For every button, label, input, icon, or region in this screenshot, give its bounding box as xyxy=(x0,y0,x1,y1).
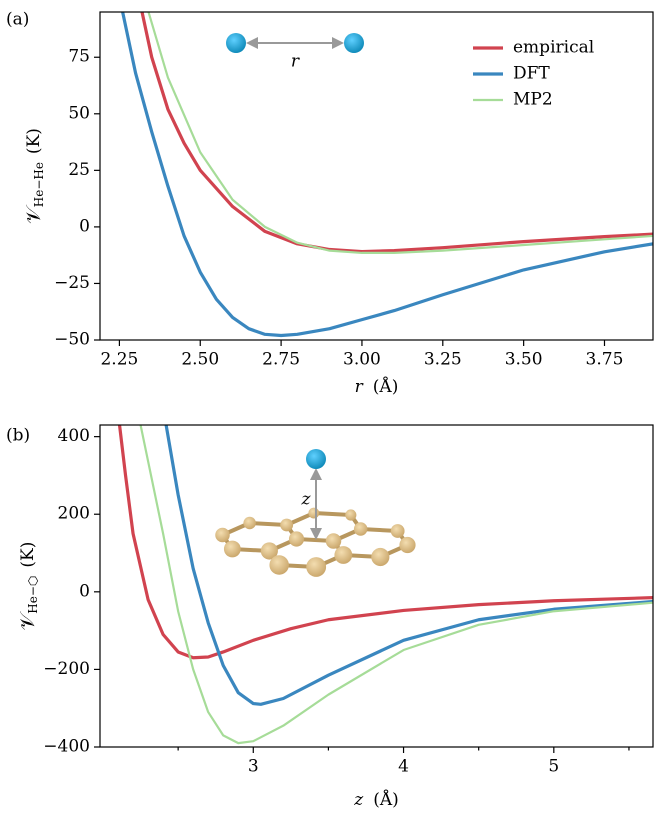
y-axis-label: 𝒱He−He (K) xyxy=(21,128,46,224)
helium-atom xyxy=(226,33,246,53)
y-label-subscript: He−⬡ xyxy=(26,576,40,614)
y-label-unit: (K) xyxy=(24,128,44,154)
x-tick-label: 3.50 xyxy=(505,350,543,370)
carbon-atom xyxy=(371,547,390,567)
x-tick-label: 3.75 xyxy=(586,350,624,370)
carbon-atom xyxy=(345,509,357,521)
carbon-atom xyxy=(353,522,368,536)
x-tick-label: 2.25 xyxy=(100,350,138,370)
carbon-atom xyxy=(390,524,405,538)
y-tick-label: −400 xyxy=(43,737,90,757)
legend-label: empirical xyxy=(513,38,594,58)
carbon-atom xyxy=(269,555,289,575)
y-tick-label: 50 xyxy=(68,103,90,123)
carbon-atom xyxy=(325,533,342,549)
axes-frame xyxy=(99,424,654,748)
panel: (b) 3 4 5 −400 −200 0 200 400 𝒱He−⬡ (K) z (Å) xyxy=(6,424,654,810)
axes-frame xyxy=(99,11,654,341)
series-line xyxy=(117,425,653,660)
carbon-atom xyxy=(399,536,416,554)
y-tick-label: 75 xyxy=(68,47,90,67)
x-label-unit: (Å) xyxy=(373,376,399,397)
x-axis-label: z (Å) xyxy=(353,789,399,810)
y-tick-label: 400 xyxy=(58,426,90,446)
legend-label: MP2 xyxy=(513,90,553,110)
helium-atom xyxy=(306,449,326,469)
carbon-atom xyxy=(223,540,241,558)
panel-label: (a) xyxy=(6,10,29,30)
x-tick-label: 5 xyxy=(548,757,559,777)
helium-atom xyxy=(344,33,364,53)
x-tick-label: 3.00 xyxy=(343,350,381,370)
x-label-unit: (Å) xyxy=(373,789,399,810)
dimer-inset: r xyxy=(226,33,364,72)
carbon-atom xyxy=(243,516,256,530)
carbon-atom xyxy=(280,518,294,532)
carbon-atom xyxy=(306,557,327,577)
carbon-atom xyxy=(260,542,278,560)
series-line xyxy=(121,12,653,338)
y-tick-label: −25 xyxy=(54,273,90,293)
y-tick-label: 200 xyxy=(58,504,90,524)
y-label-unit: (K) xyxy=(18,542,38,568)
panel-label: (b) xyxy=(6,426,30,446)
x-label-symbol: r xyxy=(355,377,364,397)
series-line xyxy=(147,12,653,255)
x-tick-label: 3.25 xyxy=(424,350,462,370)
y-tick-label: 0 xyxy=(79,216,90,236)
inset-label: z xyxy=(301,490,312,510)
x-tick-label: 4 xyxy=(398,757,409,777)
legend-label: DFT xyxy=(513,64,550,84)
y-axis-label: 𝒱He−⬡ (K) xyxy=(15,542,40,631)
inset-label: r xyxy=(291,52,300,72)
y-tick-label: −200 xyxy=(43,659,90,679)
series-line xyxy=(164,425,653,706)
y-tick-label: −50 xyxy=(54,330,90,350)
carbon-atom xyxy=(215,527,230,543)
graphene-inset: z xyxy=(215,449,416,577)
y-tick-label: 0 xyxy=(79,581,90,601)
panel: (a) 2.25 2.50 2.75 3.00 3.25 3.50 3.75 −50 −25 0 25… xyxy=(6,10,654,397)
y-label-subscript: He−He xyxy=(32,162,46,207)
plots: (a) 2.25 2.50 2.75 3.00 3.25 3.50 3.75 −50 −25 0 25… xyxy=(6,10,654,810)
y-label-symbol: 𝒱 xyxy=(21,204,45,224)
carbon-atom xyxy=(288,531,305,547)
series-line xyxy=(139,425,653,745)
x-label-symbol: z xyxy=(353,790,364,810)
x-tick-label: 2.75 xyxy=(262,350,300,370)
x-tick-label: 2.50 xyxy=(181,350,219,370)
y-tick-label: 25 xyxy=(68,160,90,180)
x-axis-label: r (Å) xyxy=(355,376,399,397)
y-label-symbol: 𝒱 xyxy=(15,610,39,630)
carbon-atom xyxy=(334,546,353,564)
x-tick-label: 3 xyxy=(248,757,259,777)
